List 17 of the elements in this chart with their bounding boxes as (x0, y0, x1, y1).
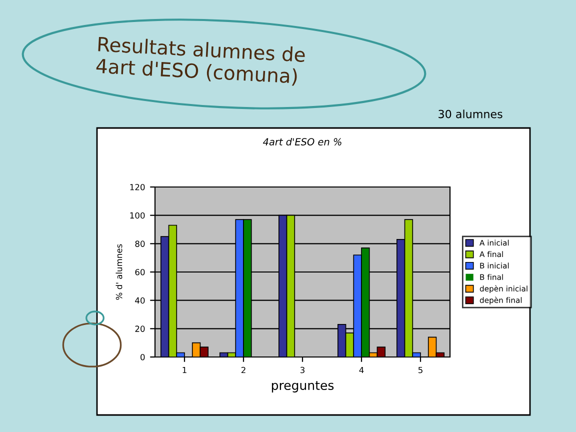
x-tick-label: 4 (359, 366, 364, 374)
y-tick-label: 80 (135, 240, 145, 247)
chart-subtitle: 4art d'ESO en % (262, 138, 342, 146)
y-tick-label: 40 (135, 297, 145, 304)
chart-title: Resultats alumnes de 4art d'ESO (comuna) (96, 36, 306, 86)
x-tick-label: 3 (300, 366, 304, 374)
x-tick-label: 1 (182, 366, 186, 374)
y-tick-label: 120 (130, 184, 145, 190)
x-tick-label: 5 (418, 366, 422, 374)
y-tick-label: 60 (135, 268, 145, 276)
text: 30 alumnes (438, 110, 502, 118)
y-tick-label: 100 (130, 212, 145, 219)
y-axis-title: % d' alumnes (116, 244, 122, 300)
x-tick-label: 2 (241, 366, 246, 374)
y-tick-label: 0 (140, 354, 145, 360)
y-tick-label: 20 (135, 326, 145, 332)
x-axis-title: preguntes (272, 381, 334, 392)
